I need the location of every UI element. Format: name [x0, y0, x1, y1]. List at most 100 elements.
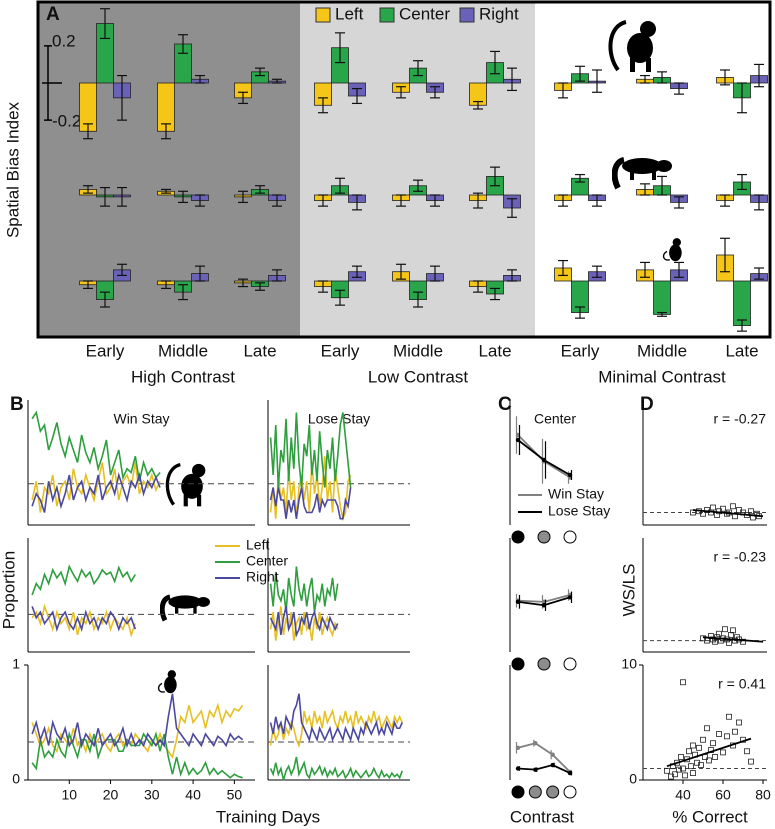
- series-line: [269, 708, 403, 749]
- x-tick-label: Middle: [393, 341, 443, 360]
- point: [515, 766, 521, 771]
- point: [712, 638, 718, 645]
- series-line: [517, 742, 571, 773]
- point: [730, 503, 736, 510]
- x-tick-label: 30: [144, 787, 160, 803]
- contrast-marker: [563, 657, 577, 671]
- series-line: [269, 456, 352, 522]
- contrast-marker: [511, 785, 525, 799]
- legend-label: Right: [246, 569, 279, 585]
- point: [712, 754, 718, 760]
- panel-label: C: [498, 394, 512, 415]
- series-line: [517, 439, 571, 476]
- group-label: High Contrast: [131, 367, 235, 386]
- point: [541, 603, 547, 608]
- point: [726, 713, 732, 720]
- x-axis-label: Training Days: [216, 807, 320, 826]
- point: [744, 748, 750, 755]
- panel-label: D: [640, 394, 654, 415]
- y-tick-label: -0.2: [52, 112, 81, 131]
- point: [748, 508, 754, 515]
- point: [710, 504, 716, 511]
- annotation: r = -0.27: [713, 411, 766, 427]
- x-tick-label: Early: [321, 341, 360, 360]
- x-tick-label: 10: [61, 787, 77, 803]
- point: [726, 639, 732, 646]
- series-line: [269, 487, 352, 520]
- bar: [733, 280, 751, 326]
- point: [567, 595, 573, 600]
- series-line: [517, 764, 571, 774]
- y-axis-label: WS/LS: [619, 564, 638, 617]
- fit-line: [666, 737, 752, 768]
- panel-label: B: [10, 394, 24, 415]
- point: [550, 762, 555, 768]
- group-label: Low Contrast: [368, 367, 468, 386]
- point: [533, 767, 538, 772]
- contrast-marker: [528, 785, 542, 799]
- series-line: [31, 471, 161, 513]
- y-axis-label: Proportion: [0, 551, 18, 629]
- group-label: Minimal Contrast: [598, 367, 726, 386]
- point: [515, 437, 521, 443]
- point: [716, 630, 722, 637]
- contrast-marker: [511, 657, 525, 671]
- series-line: [31, 606, 137, 632]
- legend-swatch: [379, 7, 395, 23]
- point: [722, 626, 728, 633]
- y-tick-label: 0: [12, 771, 20, 787]
- point: [728, 632, 734, 638]
- point: [515, 599, 521, 605]
- point: [716, 731, 722, 737]
- series-line: [269, 606, 339, 638]
- bar: [653, 280, 671, 315]
- point: [720, 505, 726, 512]
- point: [664, 767, 670, 774]
- x-tick-label: Early: [561, 341, 600, 360]
- point: [720, 749, 726, 756]
- series-line: [31, 693, 244, 749]
- annotation: r = -0.23: [713, 549, 766, 565]
- point: [730, 627, 736, 634]
- annotation: r = 0.41: [718, 676, 766, 692]
- panel-a-frame: [36, 0, 772, 339]
- x-tick-label: Late: [478, 341, 511, 360]
- series-line: [269, 412, 352, 488]
- fit-line: [702, 636, 764, 643]
- fit-line: [692, 509, 764, 518]
- contrast-marker: [546, 785, 560, 799]
- point: [698, 762, 704, 768]
- plot-title: Lose Stay: [308, 411, 370, 427]
- point: [680, 765, 686, 772]
- point: [748, 758, 754, 765]
- x-axis-label: Contrast: [510, 807, 575, 826]
- point: [515, 745, 521, 750]
- x-axis-label: % Correct: [672, 807, 748, 826]
- contrast-marker: [537, 530, 551, 544]
- point: [700, 736, 706, 743]
- point: [533, 741, 538, 746]
- y-axis-label: Spatial Bias Index: [3, 101, 22, 238]
- legend-label: Left: [246, 537, 269, 553]
- legend-label: Win Stay: [548, 486, 604, 502]
- contrast-marker: [511, 530, 525, 544]
- point: [672, 771, 678, 778]
- y-tick-label: 10: [621, 656, 637, 672]
- series-line: [269, 606, 339, 641]
- panel-label: A: [46, 4, 60, 25]
- x-tick-label: 20: [103, 787, 119, 803]
- point: [696, 744, 702, 751]
- legend-swatch: [315, 7, 331, 23]
- rat-icon: [157, 669, 178, 694]
- point: [732, 728, 738, 735]
- legend-label: Left: [335, 4, 364, 23]
- x-tick-label: 80: [755, 787, 771, 803]
- point: [678, 754, 684, 760]
- x-tick-label: 40: [185, 787, 201, 803]
- series-line: [31, 462, 161, 513]
- series-line: [269, 756, 404, 781]
- series-line: [31, 730, 243, 779]
- series-line: [269, 566, 339, 613]
- point: [690, 770, 696, 776]
- point: [567, 770, 573, 776]
